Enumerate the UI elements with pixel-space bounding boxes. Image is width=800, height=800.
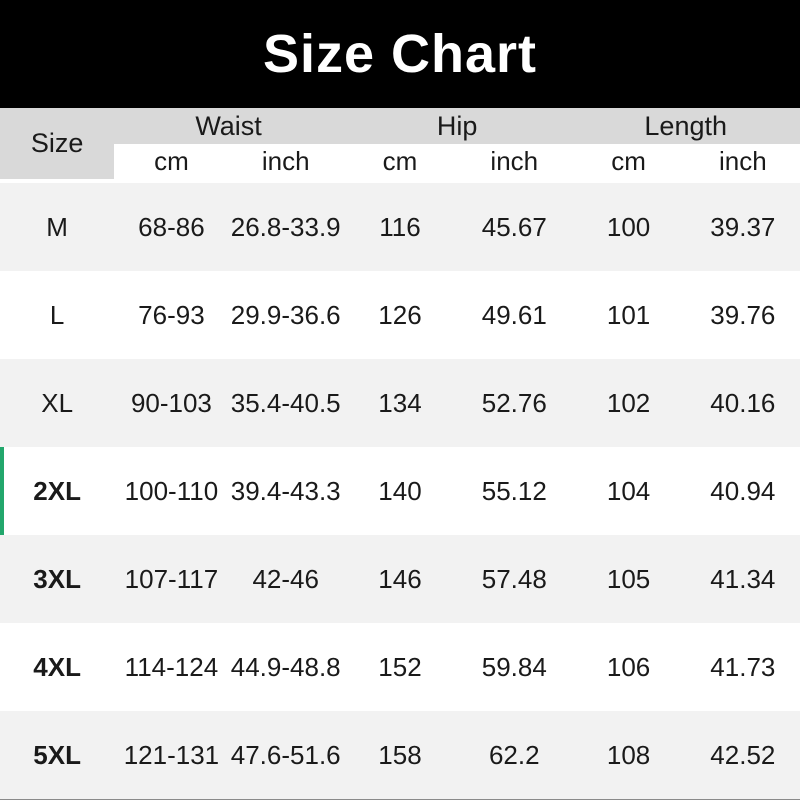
waist-cm-cell: 76-93 xyxy=(138,299,205,330)
highlight-accent-bar xyxy=(0,447,4,535)
length-cm-header: cm xyxy=(571,144,686,179)
size-cell: 5XL xyxy=(33,739,81,770)
hip-inch-header: inch xyxy=(457,144,572,179)
hip-cm-cell: 116 xyxy=(379,211,421,242)
length-inch-header: inch xyxy=(685,144,800,179)
hip-cm-cell: 126 xyxy=(378,299,422,330)
size-cell: L xyxy=(49,299,65,330)
length-inch-cell: 39.76 xyxy=(710,299,776,330)
length-cm-cell: 100 xyxy=(606,211,651,242)
length-group-header: Length xyxy=(571,108,800,144)
table-row: XL 90-103 35.4-40.5 134 52.76 102 40.16 xyxy=(0,359,800,447)
table-body: M 68-86 26.8-33.9 116 45.67 100 39.37 L … xyxy=(0,183,800,799)
waist-inch-cell: 26.8-33.9 xyxy=(230,211,341,242)
size-cell: 4XL xyxy=(33,651,81,682)
hip-cm-header: cm xyxy=(342,144,458,179)
hip-inch-cell: 45.67 xyxy=(481,211,547,242)
waist-cm-cell: 90-103 xyxy=(130,387,212,418)
length-inch-cell: 42.52 xyxy=(710,739,776,770)
waist-inch-cell: 42-46 xyxy=(252,563,319,594)
length-cm-cell: 108 xyxy=(606,739,651,770)
waist-inch-cell: 35.4-40.5 xyxy=(230,387,341,418)
waist-inch-header: inch xyxy=(228,144,343,179)
table-row: 4XL 114-124 44.9-48.8 152 59.84 106 41.7… xyxy=(0,623,800,711)
waist-cm-cell: 68-86 xyxy=(138,211,205,242)
size-cell: XL xyxy=(41,387,74,418)
waist-cm-cell: 114-124 xyxy=(124,651,219,682)
size-column-header: Size xyxy=(0,108,115,179)
length-cm-cell: 101 xyxy=(606,299,651,330)
hip-cm-cell: 134 xyxy=(378,387,422,418)
length-inch-cell: 40.94 xyxy=(710,475,776,506)
hip-inch-cell: 49.61 xyxy=(481,299,547,330)
hip-cm-cell: 152 xyxy=(378,651,422,682)
hip-inch-cell: 59.84 xyxy=(481,651,547,682)
hip-inch-cell: 52.76 xyxy=(481,387,547,418)
waist-cm-cell: 107-117 xyxy=(124,563,219,594)
size-cell: 3XL xyxy=(33,563,81,594)
size-cell: 2XL xyxy=(33,475,81,506)
hip-cm-cell: 140 xyxy=(378,475,422,506)
waist-cm-cell: 100-110 xyxy=(124,475,219,506)
waist-inch-cell: 47.6-51.6 xyxy=(230,739,341,770)
length-inch-cell: 39.37 xyxy=(710,211,776,242)
length-inch-cell: 41.34 xyxy=(710,563,776,594)
hip-cm-cell: 158 xyxy=(378,739,422,770)
waist-group-header: Waist xyxy=(114,108,343,144)
hip-inch-cell: 62.2 xyxy=(488,739,540,770)
waist-cm-cell: 121-131 xyxy=(123,739,220,770)
length-inch-cell: 41.73 xyxy=(710,651,776,682)
table-row: 3XL 107-117 42-46 146 57.48 105 41.34 xyxy=(0,535,800,623)
table-row: 5XL 121-131 47.6-51.6 158 62.2 108 42.52 xyxy=(0,711,800,799)
waist-inch-cell: 44.9-48.8 xyxy=(230,651,341,682)
page-title: Size Chart xyxy=(262,24,538,84)
table-row: 2XL 100-110 39.4-43.3 140 55.12 104 40.9… xyxy=(0,447,800,535)
waist-inch-cell: 29.9-36.6 xyxy=(230,299,341,330)
length-cm-cell: 102 xyxy=(606,387,651,418)
hip-cm-cell: 146 xyxy=(378,563,422,594)
length-cm-cell: 105 xyxy=(606,563,651,594)
table-row: M 68-86 26.8-33.9 116 45.67 100 39.37 xyxy=(0,183,800,271)
hip-inch-cell: 57.48 xyxy=(481,563,547,594)
size-cell: M xyxy=(46,211,68,242)
length-cm-cell: 106 xyxy=(606,651,651,682)
length-inch-cell: 40.16 xyxy=(710,387,776,418)
waist-cm-header: cm xyxy=(114,144,229,179)
title-banner: Size Chart xyxy=(0,0,800,108)
hip-inch-cell: 55.12 xyxy=(481,475,547,506)
table-row: L 76-93 29.9-36.6 126 49.61 101 39.76 xyxy=(0,271,800,359)
length-cm-cell: 104 xyxy=(606,475,651,506)
waist-inch-cell: 39.4-43.3 xyxy=(230,475,341,506)
hip-group-header: Hip xyxy=(342,108,572,144)
table-header: Size Waist Hip Length cm inch cm inch cm… xyxy=(0,108,800,179)
